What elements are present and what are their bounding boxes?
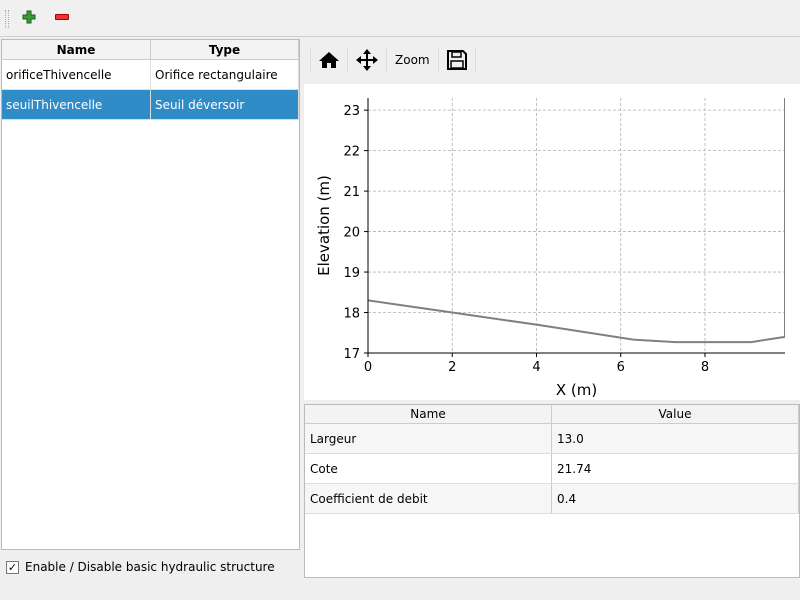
table-row[interactable]: seuilThivencelle Seuil déversoir (2, 90, 299, 120)
x-axis-label: X (m) (556, 381, 597, 399)
y-tick-label: 18 (343, 307, 360, 322)
x-tick-label: 8 (701, 360, 709, 375)
property-value[interactable]: 13.0 (552, 424, 799, 453)
structure-table: Name Type orificeThivencelle Orifice recta… (1, 39, 300, 550)
column-header-name[interactable]: Name (2, 40, 151, 59)
move-icon (356, 49, 378, 71)
y-tick-label: 20 (343, 226, 360, 241)
x-tick-label: 0 (364, 360, 372, 375)
y-tick-label: 17 (343, 347, 360, 362)
checkbox-box[interactable]: ✓ (6, 560, 19, 574)
property-value[interactable]: 0.4 (552, 484, 799, 513)
x-tick-label: 2 (448, 360, 456, 375)
minus-icon[interactable] (55, 14, 69, 20)
row-type: Orifice rectangulaire (151, 60, 299, 89)
plus-icon[interactable] (22, 10, 36, 24)
home-icon (319, 52, 339, 68)
property-name: Coefficient de debit (305, 484, 552, 513)
row-name: orificeThivencelle (2, 60, 151, 89)
save-icon (446, 50, 467, 70)
chart-svg: 0 2 4 6 8 17 18 19 20 21 22 23 X (m) Elevation (m) (315, 98, 785, 399)
column-header-value[interactable]: Value (552, 405, 799, 423)
zoom-button[interactable]: Zoom (386, 48, 438, 72)
property-row[interactable]: Largeur 13.0 (305, 424, 799, 454)
y-axis-label: Elevation (m) (315, 175, 333, 276)
property-row[interactable]: Coefficient de debit 0.4 (305, 484, 799, 514)
y-tick-label: 22 (343, 145, 360, 160)
x-tick-label: 4 (532, 360, 540, 375)
row-name: seuilThivencelle (2, 90, 151, 119)
property-name: Largeur (305, 424, 552, 453)
properties-table: Name Value Largeur 13.0 Cote 21.74 Coeffici… (304, 404, 800, 578)
enable-checkbox[interactable]: ✓ Enable / Disable basic hydraulic struc… (6, 560, 275, 574)
plot-toolbar: Zoom (310, 44, 476, 76)
x-tick-label: 6 (617, 360, 625, 375)
home-button[interactable] (310, 48, 347, 72)
enable-label: Enable / Disable basic hydraulic structu… (25, 560, 275, 574)
elevation-line (368, 98, 785, 344)
save-button[interactable] (437, 48, 475, 72)
y-tick-label: 21 (343, 185, 360, 200)
y-tick-label: 19 (343, 266, 360, 281)
profile-chart[interactable]: 0 2 4 6 8 17 18 19 20 21 22 23 X (m) Elevation (m) (304, 84, 800, 400)
y-tick-label: 23 (343, 104, 360, 119)
main-toolbar (0, 0, 800, 37)
property-name: Cote (305, 454, 552, 483)
property-value[interactable]: 21.74 (552, 454, 799, 483)
property-row[interactable]: Cote 21.74 (305, 454, 799, 484)
pan-button[interactable] (347, 48, 386, 72)
column-header-type[interactable]: Type (151, 40, 299, 59)
column-header-name[interactable]: Name (305, 405, 552, 423)
toolbar-grip[interactable] (5, 10, 9, 28)
row-type: Seuil déversoir (151, 90, 299, 119)
table-row[interactable]: orificeThivencelle Orifice rectangulaire (2, 60, 299, 90)
